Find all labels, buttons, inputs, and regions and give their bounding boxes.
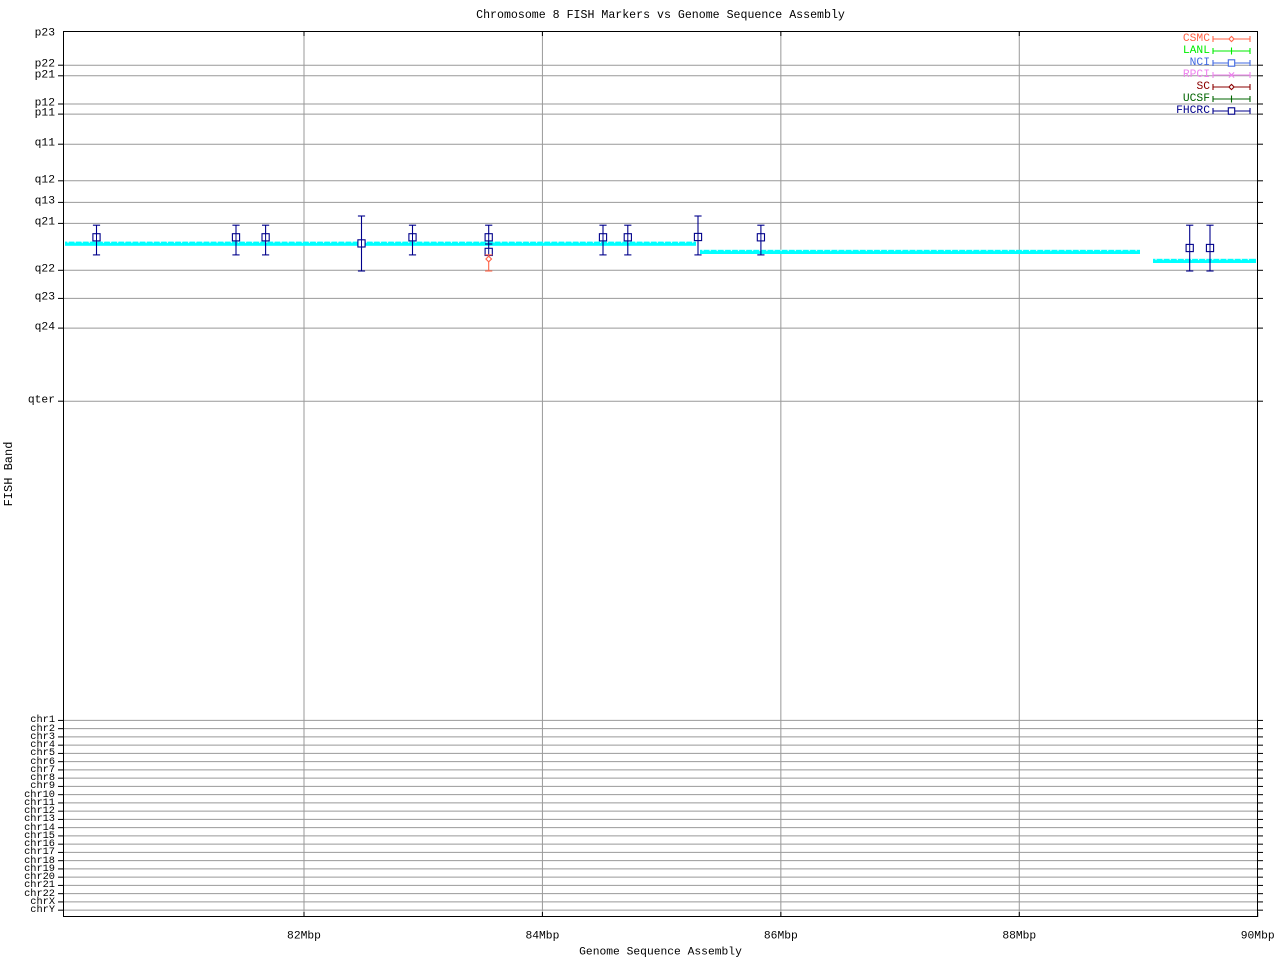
svg-text:RPCI: RPCI — [1183, 69, 1210, 81]
svg-text:FHCRC: FHCRC — [1176, 105, 1210, 117]
svg-text:NCI: NCI — [1190, 57, 1210, 69]
svg-text:CSMC: CSMC — [1183, 33, 1210, 45]
svg-text:LANL: LANL — [1183, 45, 1210, 57]
svg-text:UCSF: UCSF — [1183, 93, 1210, 105]
svg-text:SC: SC — [1196, 81, 1210, 93]
